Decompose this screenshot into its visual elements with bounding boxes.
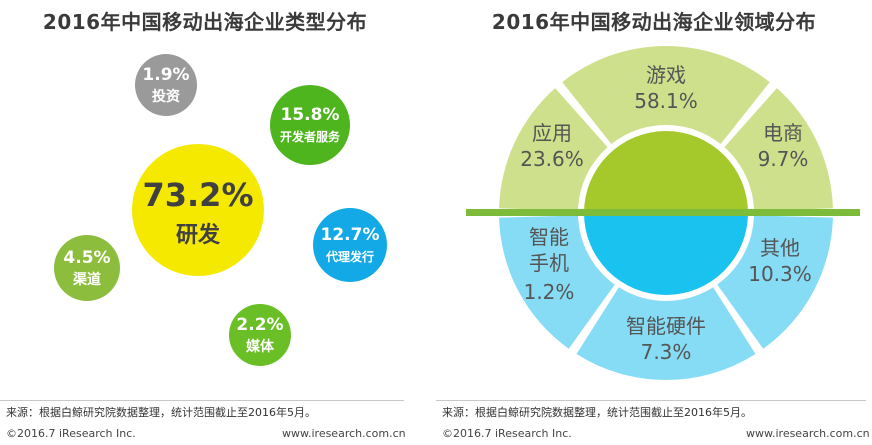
bubble-3: 4.5% 渠道 xyxy=(54,235,120,301)
left-panel: 2016年中国移动出海企业类型分布 73.2% 研发 15.8% 开发者服务 12.7%… xyxy=(0,0,410,445)
bubble-1-circle xyxy=(270,85,350,165)
slice-1 xyxy=(724,88,833,211)
bubble-4-label: 媒体 xyxy=(245,338,275,355)
right-copyright: ©2016.7 iResearch Inc. xyxy=(442,427,572,440)
right-website: www.iresearch.com.cn xyxy=(746,427,870,440)
slice-1-value: 9.7% xyxy=(758,147,809,171)
horizontal-band xyxy=(466,209,860,216)
left-source-note: 来源：根据白鲸研究院数据整理，统计范围截止至2016年5月。 xyxy=(6,406,316,419)
bubble-1-value: 15.8% xyxy=(281,105,340,125)
bubble-4-value: 2.2% xyxy=(236,315,283,335)
left-website: www.iresearch.com.cn xyxy=(282,427,406,440)
slice-3-value: 7.3% xyxy=(641,340,692,364)
slice-4-label-line-1: 手机 xyxy=(529,251,569,275)
bubble-1: 15.8% 开发者服务 xyxy=(270,85,350,165)
bubble-3-circle xyxy=(54,235,120,301)
right-panel: 2016年中国移动出海企业领域分布 游戏 58.1% 电商 9.7% 其他 10.3% 智能… xyxy=(436,0,872,445)
right-divider xyxy=(436,400,866,401)
bubble-0: 73.2% 研发 xyxy=(132,144,264,276)
slice-2-value: 10.3% xyxy=(748,262,812,286)
center-top-half xyxy=(584,131,748,213)
field-chart-title: 2016年中国移动出海企业领域分布 xyxy=(491,10,817,34)
bubble-3-value: 4.5% xyxy=(63,248,110,268)
bubble-4: 2.2% 媒体 xyxy=(229,304,291,366)
slice-5-label: 应用 xyxy=(532,121,572,145)
left-copyright: ©2016.7 iResearch Inc. xyxy=(6,427,136,440)
bubble-2-value: 12.7% xyxy=(321,225,380,245)
bubble-3-label: 渠道 xyxy=(72,271,101,288)
left-divider xyxy=(0,400,404,401)
slice-4 xyxy=(499,215,615,349)
slice-0-value: 58.1% xyxy=(634,89,698,113)
bubble-5-circle xyxy=(135,54,197,116)
bubble-0-circle xyxy=(132,144,264,276)
slice-3-label: 智能硬件 xyxy=(626,314,706,338)
slice-3 xyxy=(576,287,756,380)
slice-2 xyxy=(717,215,833,349)
bubble-5-value: 1.9% xyxy=(142,65,189,85)
slice-5-value: 23.6% xyxy=(520,147,584,171)
bubble-5: 1.9% 投资 xyxy=(135,54,197,116)
slice-0-label: 游戏 xyxy=(646,63,686,87)
slice-0 xyxy=(562,45,770,145)
bubble-1-label: 开发者服务 xyxy=(280,129,341,144)
slice-4-value: 1.2% xyxy=(524,280,575,304)
bubble-5-label: 投资 xyxy=(152,88,180,105)
bubble-2-circle xyxy=(313,208,387,282)
bubble-0-label: 研发 xyxy=(176,222,221,248)
bubble-0-value: 73.2% xyxy=(142,176,253,214)
slice-1-label: 电商 xyxy=(763,121,803,145)
bubble-4-circle xyxy=(229,304,291,366)
slice-5 xyxy=(499,88,608,211)
right-source-note: 来源：根据白鲸研究院数据整理，统计范围截止至2016年5月。 xyxy=(442,406,752,419)
type-distribution-chart: 73.2% 研发 15.8% 开发者服务 12.7% 代理发行 4.5% 渠道 2.2% 媒体 1.… xyxy=(54,54,387,366)
bubble-2-label: 代理发行 xyxy=(325,249,374,264)
type-chart-title: 2016年中国移动出海企业类型分布 xyxy=(42,10,368,34)
bubble-2: 12.7% 代理发行 xyxy=(313,208,387,282)
slice-2-label: 其他 xyxy=(760,236,800,260)
center-bottom-half xyxy=(584,213,748,295)
slice-4-label-line-0: 智能 xyxy=(529,225,569,249)
